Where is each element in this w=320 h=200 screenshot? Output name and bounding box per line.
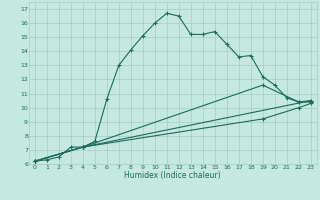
X-axis label: Humidex (Indice chaleur): Humidex (Indice chaleur)	[124, 171, 221, 180]
